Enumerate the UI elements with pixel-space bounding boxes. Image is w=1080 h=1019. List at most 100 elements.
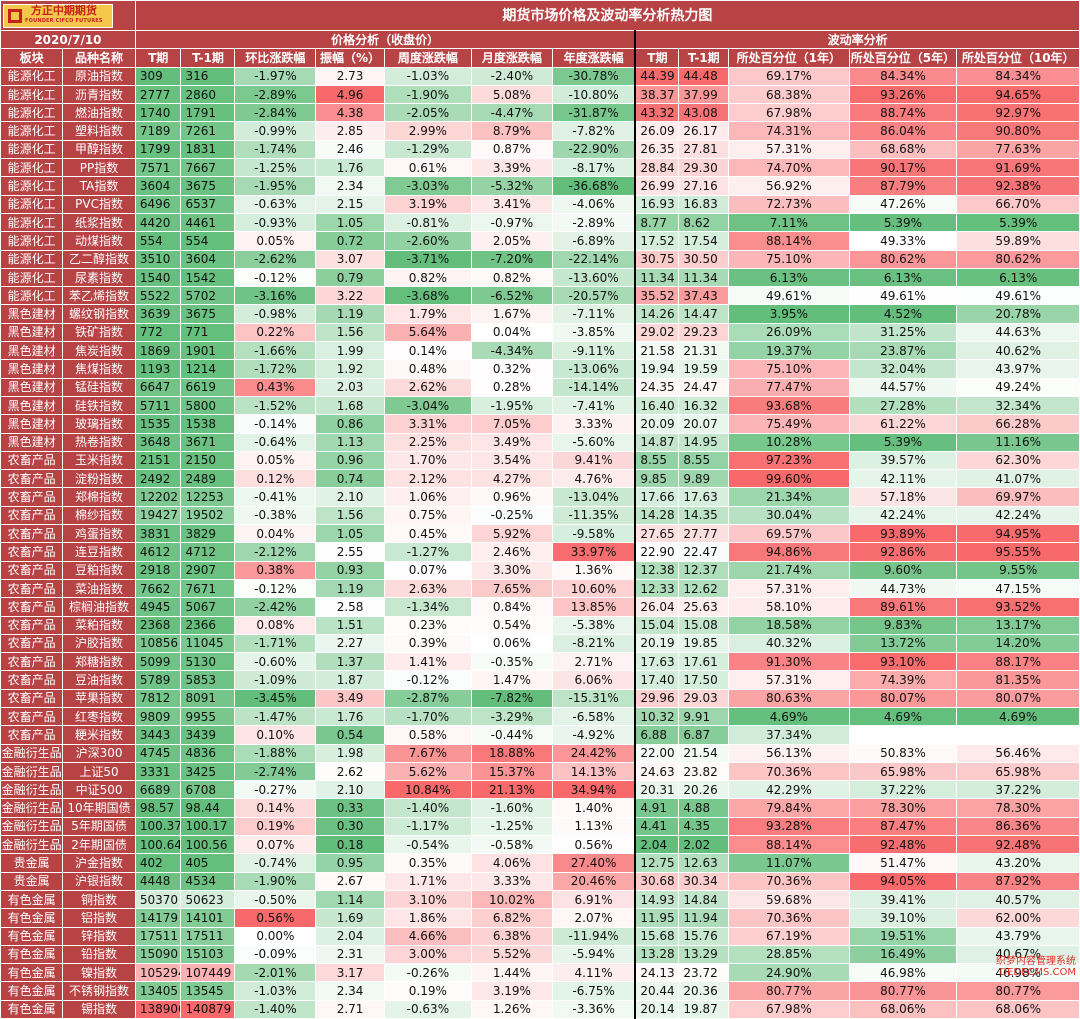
- table-row: 能源化工 纸浆指数 4420 4461 -0.93% 1.05 -0.81% -0.97% -2…: [0, 212, 1080, 233]
- cell-daily-change: -0.60%: [234, 652, 317, 672]
- cell-variety: 豆油指数: [62, 670, 136, 690]
- cell-pct-5y: 32.04%: [848, 359, 958, 379]
- cell-price-t1: 6708: [180, 780, 236, 800]
- cell-sector: 农畜产品: [0, 450, 64, 471]
- cell-sector: 黑色建材: [0, 359, 64, 379]
- cell-vol-t1: 19.59: [678, 359, 730, 379]
- cell-sector: 黑色建材: [0, 414, 64, 434]
- cell-price-t: 6647: [134, 377, 182, 397]
- cell-price-t1: 1538: [180, 414, 236, 434]
- cell-pct-1y: 24.90%: [728, 963, 850, 983]
- cell-monthly-change: 5.08%: [470, 84, 553, 105]
- cell-vol-t: 29.02: [634, 322, 680, 343]
- cell-vol-t: 12.33: [634, 578, 680, 599]
- cell-daily-change: 0.43%: [234, 377, 317, 397]
- cell-vol-t: 20.31: [634, 780, 680, 800]
- cell-price-t1: 2860: [180, 84, 236, 105]
- cell-price-t1: 5800: [180, 395, 236, 416]
- cell-pct-5y: 23.87%: [848, 341, 958, 361]
- cell-vol-t1: 24.47: [678, 377, 730, 397]
- cell-vol-t1: 15.76: [678, 926, 730, 946]
- cell-price-t1: 11045: [180, 633, 236, 654]
- cell-amplitude: 2.67: [315, 871, 385, 891]
- table-row: 农畜产品 棉纱指数 19427 19502 -0.38% 1.56 0.75% -0.25% -…: [0, 505, 1080, 526]
- cell-daily-change: -0.38%: [234, 505, 317, 526]
- cell-pct-5y: 94.05%: [848, 871, 958, 891]
- cell-variety: 锡指数: [62, 999, 136, 1019]
- cell-yearly-change: -6.58%: [551, 706, 636, 727]
- cell-vol-t1: 29.23: [678, 322, 730, 343]
- cell-vol-t1: 12.62: [678, 578, 730, 599]
- cell-variety: 上证50: [62, 761, 136, 782]
- cell-pct-5y: 44.57%: [848, 377, 958, 397]
- cell-pct-10y: 49.24%: [956, 377, 1080, 397]
- table-row: 黑色建材 锰硅指数 6647 6619 0.43% 2.03 2.62% 0.28% -14.1…: [0, 377, 1080, 397]
- cell-price-t: 7662: [134, 578, 182, 599]
- cell-monthly-change: 3.39%: [470, 158, 553, 178]
- cell-sector: 能源化工: [0, 194, 64, 214]
- cell-amplitude: 2.10: [315, 780, 385, 800]
- cell-daily-change: -1.97%: [234, 66, 317, 86]
- cell-monthly-change: 18.88%: [470, 743, 553, 763]
- cell-vol-t: 8.77: [634, 212, 680, 233]
- cell-weekly-change: -3.03%: [383, 176, 472, 196]
- cell-price-t: 5099: [134, 652, 182, 672]
- cell-variety: 铝指数: [62, 908, 136, 928]
- cell-pct-10y: 20.78%: [956, 304, 1080, 324]
- cell-sector: 黑色建材: [0, 377, 64, 397]
- cell-price-t1: 3675: [180, 304, 236, 324]
- cell-weekly-change: 2.25%: [383, 432, 472, 452]
- cell-sector: 黑色建材: [0, 322, 64, 343]
- cell-pct-10y: 68.06%: [956, 999, 1080, 1019]
- table-row: 农畜产品 棕榈油指数 4945 5067 -2.42% 2.58 -1.34% 0.84% 13…: [0, 597, 1080, 617]
- cell-weekly-change: -3.68%: [383, 286, 472, 306]
- cell-amplitude: 1.19: [315, 578, 385, 599]
- cell-variety: 玻璃指数: [62, 414, 136, 434]
- cell-pct-1y: 21.74%: [728, 560, 850, 580]
- cell-vol-t1: 14.47: [678, 304, 730, 324]
- cell-amplitude: 1.56: [315, 505, 385, 526]
- cell-pct-1y: 91.30%: [728, 652, 850, 672]
- table-row: 能源化工 沥青指数 2777 2860 -2.89% 4.96 -1.90% 5.08% -10…: [0, 84, 1080, 105]
- cell-vol-t: 9.85: [634, 469, 680, 489]
- cell-pct-1y: 21.34%: [728, 487, 850, 507]
- table-row: 金融衍生品 沪深300 4745 4836 -1.88% 1.98 7.67% 18.88% 2…: [0, 743, 1080, 763]
- cell-vol-t: 20.44: [634, 981, 680, 1001]
- table-row: 有色金属 不锈钢指数 13405 13545 -1.03% 2.34 0.19% 3.19% -…: [0, 981, 1080, 1001]
- cell-weekly-change: -2.87%: [383, 688, 472, 708]
- col-header-price-t: T期: [134, 48, 182, 68]
- cell-pct-5y: 80.62%: [848, 249, 958, 269]
- cell-price-t: 1540: [134, 267, 182, 288]
- cell-yearly-change: -15.31%: [551, 688, 636, 708]
- cell-price-t: 4420: [134, 212, 182, 233]
- cell-daily-change: -1.66%: [234, 341, 317, 361]
- cell-vol-t: 15.04: [634, 615, 680, 635]
- cell-pct-5y: 65.98%: [848, 761, 958, 782]
- cell-daily-change: -1.40%: [234, 999, 317, 1019]
- cell-yearly-change: -11.35%: [551, 505, 636, 526]
- cell-vol-t: 16.40: [634, 395, 680, 416]
- cell-price-t1: 17511: [180, 926, 236, 946]
- cell-weekly-change: 1.41%: [383, 652, 472, 672]
- cell-vol-t1: 9.89: [678, 469, 730, 489]
- cell-vol-t1: 12.63: [678, 853, 730, 873]
- cell-monthly-change: -5.32%: [470, 176, 553, 196]
- cell-weekly-change: -0.54%: [383, 835, 472, 855]
- cell-monthly-change: 3.49%: [470, 432, 553, 452]
- cell-pct-10y: 46.98%: [956, 963, 1080, 983]
- cell-sector: 农畜产品: [0, 652, 64, 672]
- cell-daily-change: 0.04%: [234, 524, 317, 544]
- cell-sector: 农畜产品: [0, 633, 64, 654]
- cell-price-t: 3331: [134, 761, 182, 782]
- cell-pct-1y: 56.92%: [728, 176, 850, 196]
- cell-price-t: 2492: [134, 469, 182, 489]
- cell-pct-1y: 93.68%: [728, 395, 850, 416]
- cell-pct-5y: 74.39%: [848, 670, 958, 690]
- cell-pct-1y: 68.38%: [728, 84, 850, 105]
- cell-amplitude: 1.05: [315, 524, 385, 544]
- logo-name-en: FOUNDER CIFCO FUTURES: [25, 17, 103, 24]
- cell-weekly-change: 1.71%: [383, 871, 472, 891]
- table-row: 金融衍生品 5年期国债 100.37 100.17 0.19% 0.30 -1.17% -1.…: [0, 816, 1080, 837]
- cell-weekly-change: -1.03%: [383, 66, 472, 86]
